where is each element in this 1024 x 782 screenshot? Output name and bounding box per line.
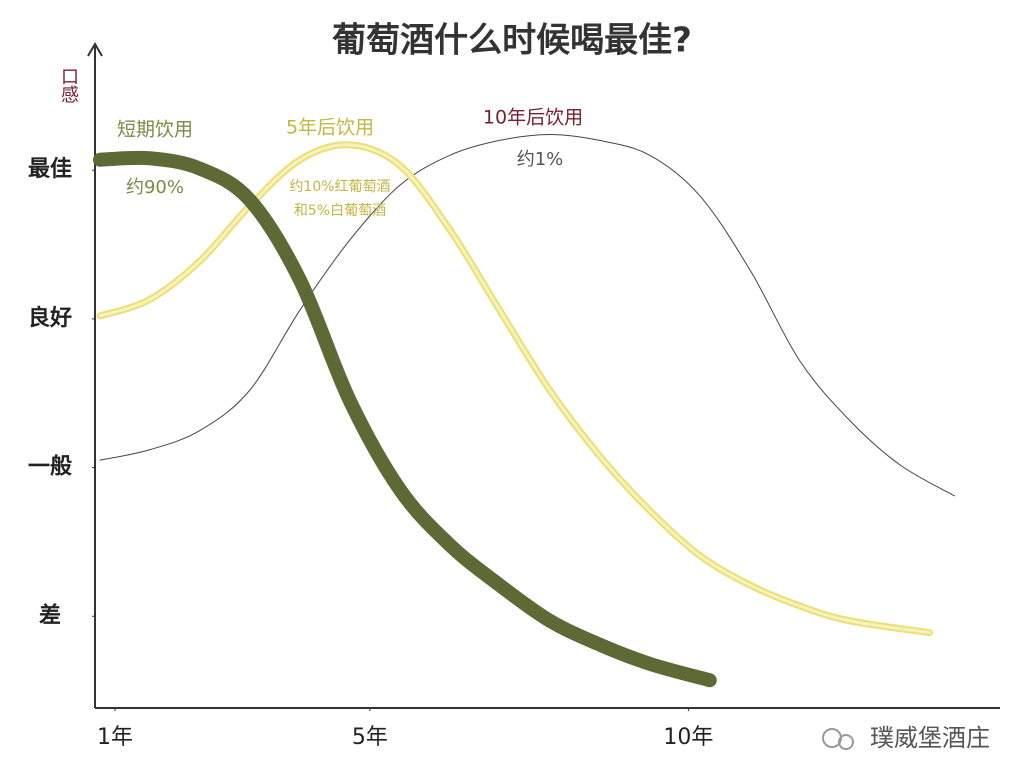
x-tick-label: 10年 [663, 725, 713, 750]
watermark: 璞威堡酒庄 [870, 724, 990, 752]
watermark-icon [822, 728, 854, 750]
series-note: 约1% [517, 149, 564, 170]
y-tick-label: 最佳 [28, 157, 72, 182]
series-label: 短期饮用 [117, 119, 193, 141]
series-label: 10年后饮用 [483, 107, 583, 129]
y-tick-label: 良好 [28, 305, 72, 331]
series-note: 约10%红葡萄酒 [289, 179, 390, 195]
y-tick-label: 差 [39, 602, 61, 628]
series-label: 5年后饮用 [286, 117, 374, 139]
series-note: 约90% [126, 177, 184, 198]
series-line-edge [98, 143, 932, 635]
y-axis-arrow [87, 42, 103, 57]
series-note: 和5%白葡萄酒 [294, 203, 386, 219]
series-line [93, 150, 717, 688]
series-line [99, 133, 955, 497]
x-tick-label: 5年 [352, 725, 388, 750]
chart-title: 葡萄酒什么时候喝最佳? [332, 21, 692, 61]
y-axis-label: 口感 [58, 67, 79, 103]
x-tick-label: 1年 [97, 725, 133, 750]
y-tick-label: 一般 [28, 454, 72, 480]
